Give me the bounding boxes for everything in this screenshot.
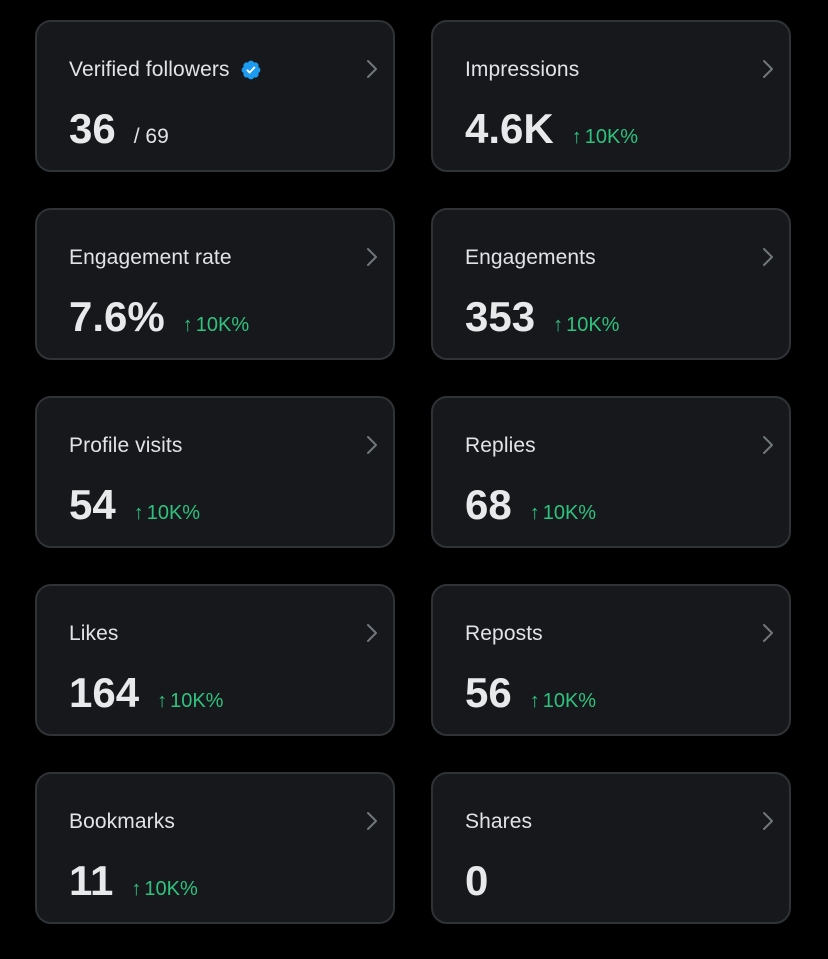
metric-delta: ↑ 10K% <box>572 126 638 149</box>
metric-card-impressions[interactable]: Impressions 4.6K ↑ 10K% <box>431 20 791 172</box>
metric-label-row: Engagement rate <box>69 244 232 272</box>
arrow-up-icon: ↑ <box>131 878 142 900</box>
arrow-up-icon: ↑ <box>529 502 540 524</box>
metric-delta: ↑ 10K% <box>530 502 596 525</box>
metric-total: / 69 <box>133 125 169 148</box>
metric-delta-value: 10K% <box>542 502 597 524</box>
metric-delta-value: 10K% <box>170 690 224 712</box>
metric-value: 54 <box>69 481 116 528</box>
metric-label-row: Impressions <box>465 56 579 84</box>
arrow-up-icon: ↑ <box>157 690 168 712</box>
metric-card-engagements[interactable]: Engagements 353 ↑ 10K% <box>431 208 791 360</box>
metric-label: Impressions <box>465 58 580 81</box>
metric-label: Shares <box>465 810 533 833</box>
metric-value: 68 <box>465 481 512 528</box>
metric-delta: ↑ 10K% <box>134 502 200 525</box>
metric-value-row: 54 ↑ 10K% <box>69 482 200 528</box>
metric-value: 7.6% <box>69 293 165 340</box>
metric-label: Verified followers <box>69 58 230 81</box>
metric-delta-value: 10K% <box>146 502 201 524</box>
metric-label-row: Verified followers <box>69 56 262 84</box>
metric-value: 353 <box>465 293 536 340</box>
metric-value: 4.6K <box>465 105 554 152</box>
chevron-right-icon <box>763 624 773 642</box>
metric-value-row: 164 ↑ 10K% <box>69 670 223 716</box>
metric-value-row: 36 / 69 <box>69 106 169 152</box>
chevron-right-icon <box>763 248 773 266</box>
metric-label: Reposts <box>465 622 543 645</box>
metric-value: 56 <box>465 669 512 716</box>
metric-delta-value: 10K% <box>542 690 597 712</box>
chevron-right-icon <box>763 436 773 454</box>
arrow-up-icon: ↑ <box>182 314 193 336</box>
metric-card-likes[interactable]: Likes 164 ↑ 10K% <box>35 584 395 736</box>
metric-card-bookmarks[interactable]: Bookmarks 11 ↑ 10K% <box>35 772 395 924</box>
metric-delta-value: 10K% <box>566 314 620 336</box>
metric-card-replies[interactable]: Replies 68 ↑ 10K% <box>431 396 791 548</box>
metric-delta-value: 10K% <box>195 314 250 336</box>
arrow-up-icon: ↑ <box>133 502 144 524</box>
metric-label-row: Shares <box>465 808 532 836</box>
metric-value-row: 56 ↑ 10K% <box>465 670 596 716</box>
metric-label-row: Bookmarks <box>69 808 175 836</box>
metric-label: Engagements <box>465 246 596 269</box>
metric-card-shares[interactable]: Shares 0 <box>431 772 791 924</box>
metric-value-row: 11 ↑ 10K% <box>69 858 198 904</box>
arrow-up-icon: ↑ <box>529 690 540 712</box>
metric-label: Bookmarks <box>69 810 175 833</box>
metric-value-row: 4.6K ↑ 10K% <box>465 106 638 152</box>
metric-card-reposts[interactable]: Reposts 56 ↑ 10K% <box>431 584 791 736</box>
chevron-right-icon <box>367 624 377 642</box>
chevron-right-icon <box>367 248 377 266</box>
metric-value: 0 <box>465 857 489 904</box>
metric-value: 164 <box>69 669 140 716</box>
verified-badge-icon <box>241 60 260 80</box>
chevron-right-icon <box>367 60 377 78</box>
metric-delta: ↑ 10K% <box>131 878 197 901</box>
metric-label-row: Replies <box>465 432 536 460</box>
metric-label-row: Reposts <box>465 620 543 648</box>
chevron-right-icon <box>763 60 773 78</box>
metric-delta: ↑ 10K% <box>553 314 619 337</box>
metric-label: Profile visits <box>69 434 183 457</box>
metric-label: Replies <box>465 434 536 457</box>
metric-value-row: 353 ↑ 10K% <box>465 294 619 340</box>
arrow-up-icon: ↑ <box>553 314 564 336</box>
metric-delta-value: 10K% <box>144 878 198 900</box>
metric-value: 36 <box>69 105 116 152</box>
metric-label: Engagement rate <box>69 246 232 269</box>
arrow-up-icon: ↑ <box>571 126 582 148</box>
chevron-right-icon <box>763 812 773 830</box>
metric-delta-value: 10K% <box>584 126 639 148</box>
metric-delta: ↑ 10K% <box>183 314 249 337</box>
metric-label-row: Profile visits <box>69 432 182 460</box>
metric-label-row: Likes <box>69 620 119 648</box>
metric-label: Likes <box>69 622 119 645</box>
metric-value-row: 0 <box>465 858 488 904</box>
metric-label-row: Engagements <box>465 244 596 272</box>
metric-card-verified-followers[interactable]: Verified followers 36 / 69 <box>35 20 395 172</box>
metric-delta: ↑ 10K% <box>530 690 596 713</box>
metric-delta: ↑ 10K% <box>157 690 223 713</box>
metric-value-row: 68 ↑ 10K% <box>465 482 596 528</box>
metric-value-row: 7.6% ↑ 10K% <box>69 294 249 340</box>
chevron-right-icon <box>367 812 377 830</box>
metric-card-engagement-rate[interactable]: Engagement rate 7.6% ↑ 10K% <box>35 208 395 360</box>
metric-card-profile-visits[interactable]: Profile visits 54 ↑ 10K% <box>35 396 395 548</box>
chevron-right-icon <box>367 436 377 454</box>
metric-value: 11 <box>69 857 114 904</box>
